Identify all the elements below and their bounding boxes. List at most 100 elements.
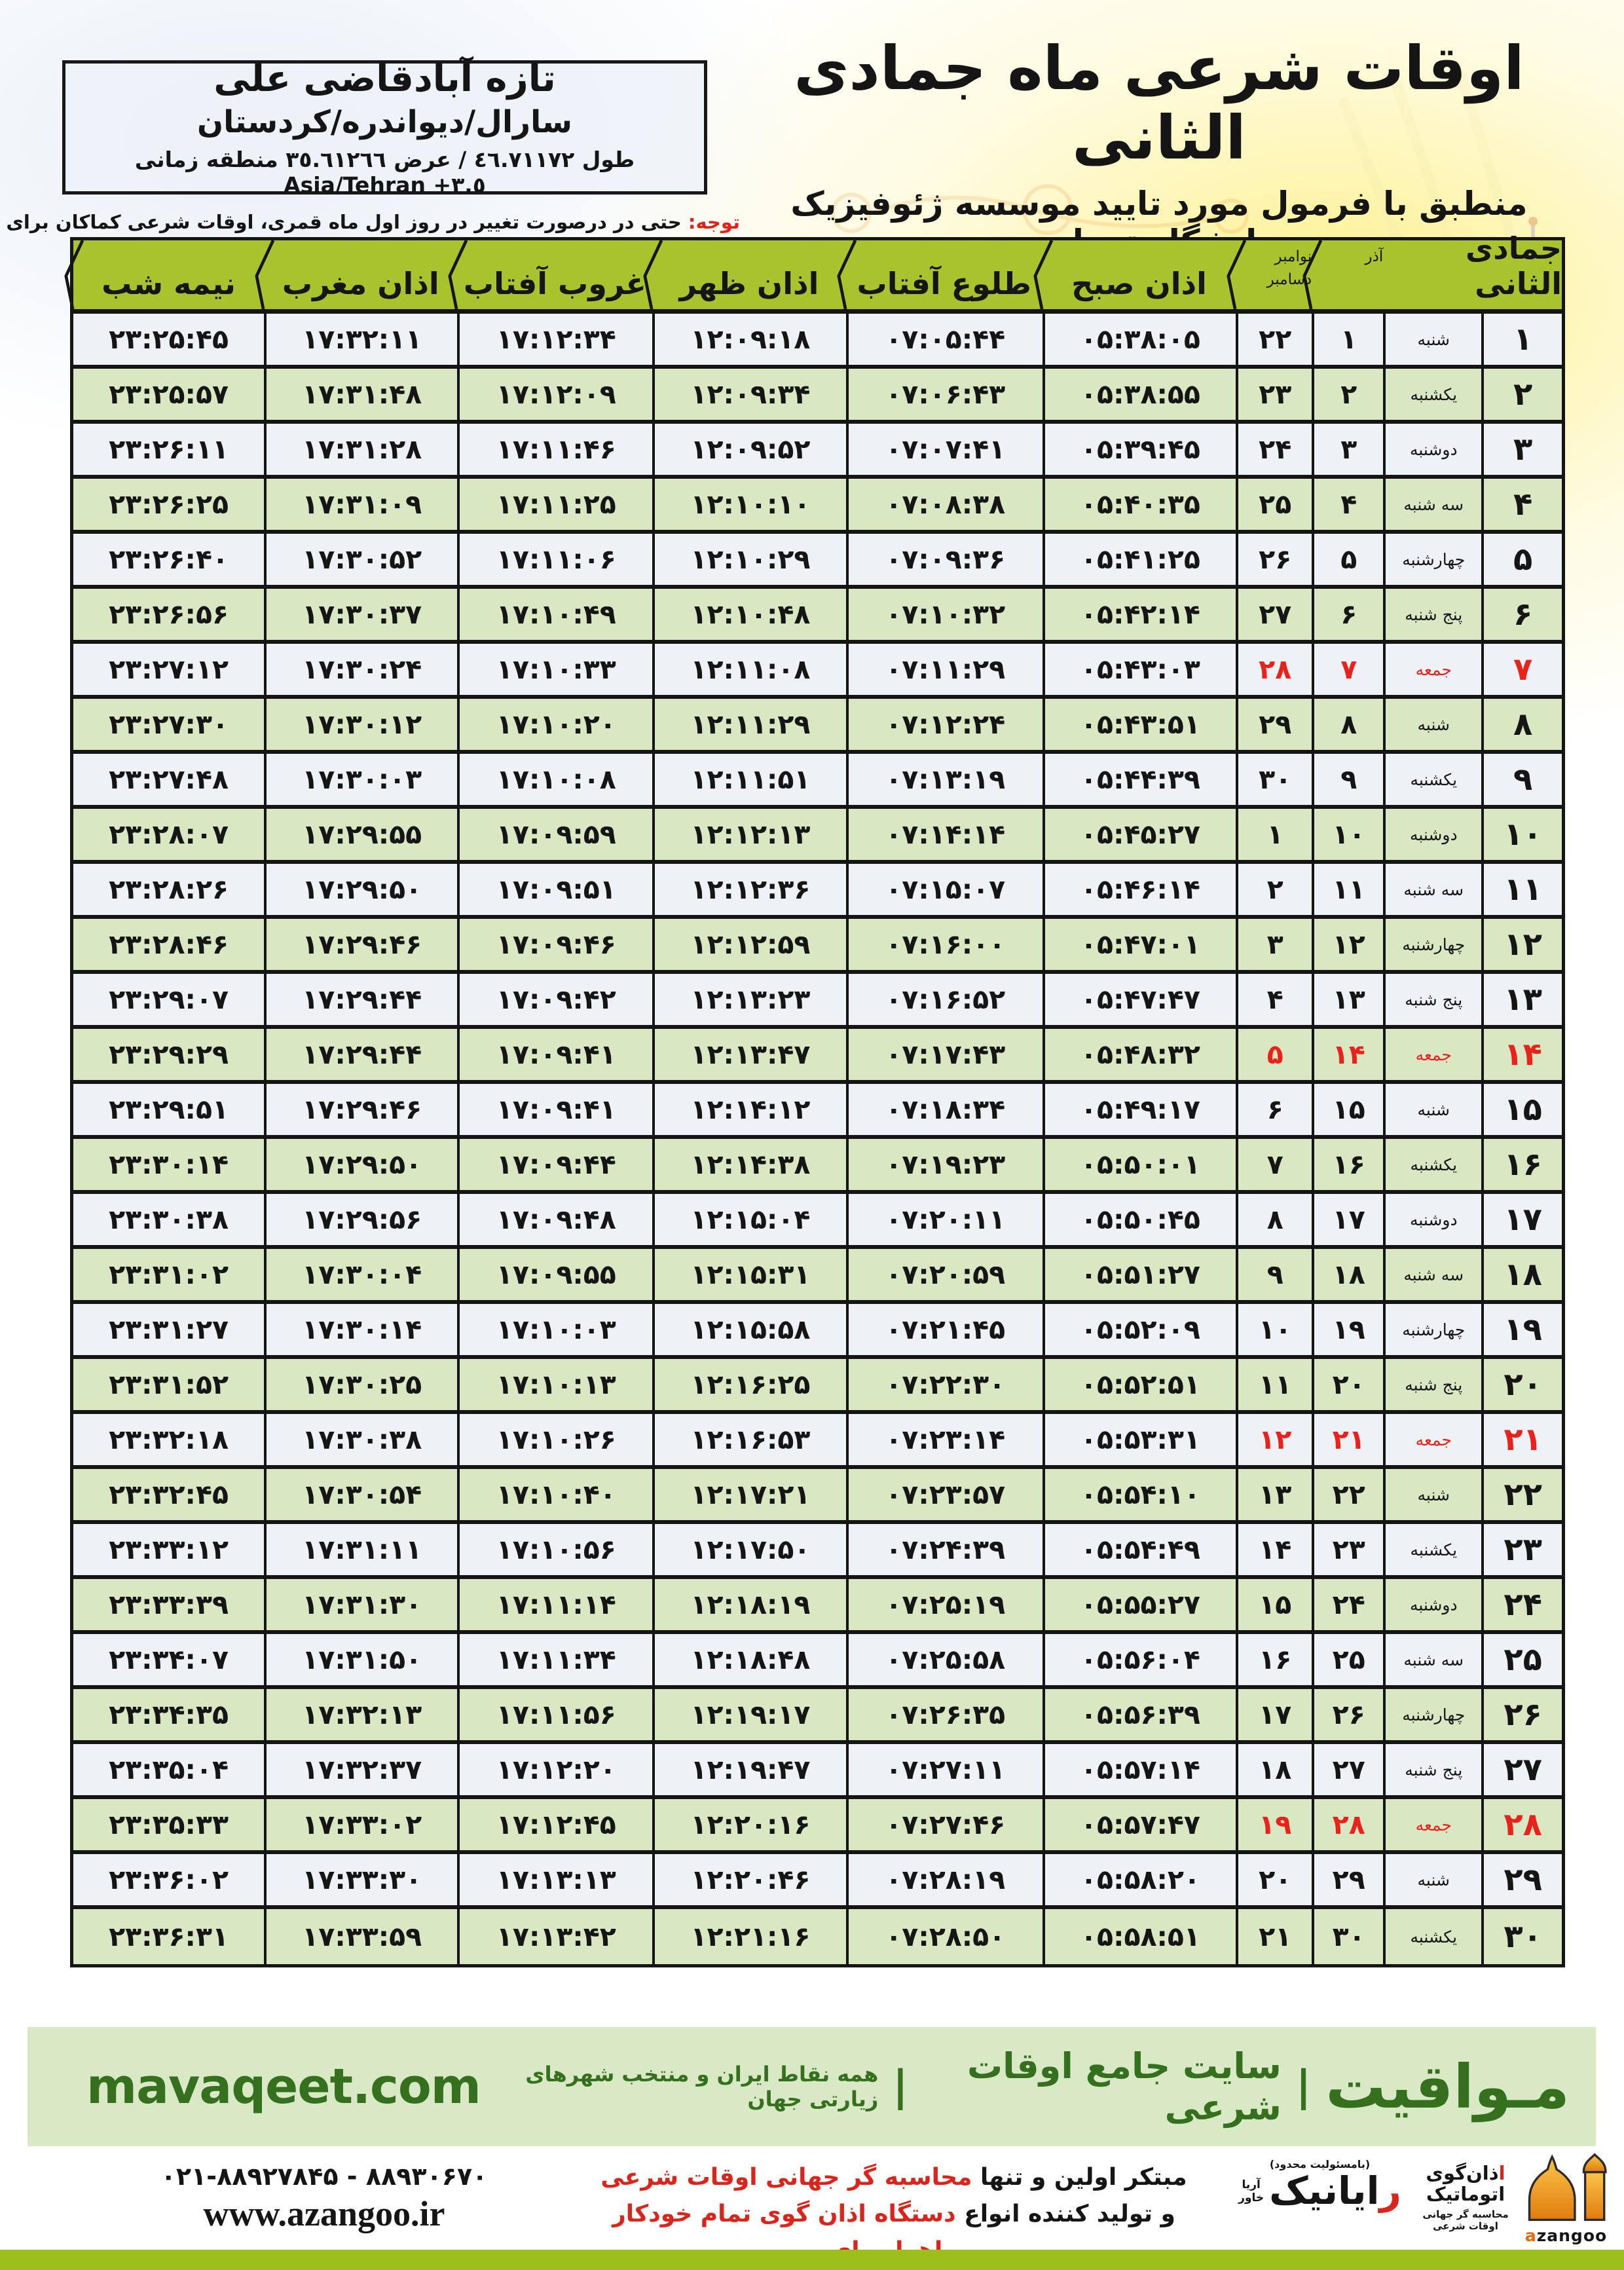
fajr-time-cell: ۰۵:۵۴:۱۰ (1042, 1469, 1236, 1520)
midnight-time-cell: ۲۳:۳۵:۰۴ (109, 1754, 229, 1785)
sunset-time-cell: ۱۷:۱۰:۰۳ (457, 1304, 652, 1355)
azar-day-cell: ۲۶ (1312, 1689, 1383, 1740)
sunrise-time-cell: ۰۷:۱۴:۱۴ (845, 809, 1043, 860)
sunset-time-cell: ۱۷:۰۹:۴۸ (457, 1194, 652, 1245)
maghrib-time-cell: ۱۷:۳۰:۲۵ (264, 1359, 457, 1410)
dhuhr-time-cell: ۱۲:۱۸:۴۸ (652, 1634, 845, 1685)
fajr-time-cell: ۰۵:۵۷:۱۴ (1042, 1744, 1236, 1795)
sunrise-label: طلوع آفتاب (857, 266, 1032, 301)
midnight-time-cell: ۲۳:۲۸:۲۶ (109, 874, 229, 905)
dhuhr-time-cell: ۱۲:۱۴:۱۲ (652, 1084, 845, 1135)
rayanik-name: رایانیک (1269, 2170, 1401, 2212)
day-number-cell: ۱۷ (1481, 1194, 1562, 1245)
table-body: ۱ شنبه ۱ ۲۲ ۰۵:۳۸:۰۵ ۰۷:۰۵:۴۴ ۱۲:۰۹:۱۸ ۱… (73, 314, 1562, 1964)
sunset-time-cell: ۱۷:۱۱:۱۴ (457, 1579, 652, 1630)
sunset-time-cell: ۱۷:۱۰:۴۰ (457, 1469, 652, 1520)
azar-day-cell: ۲ (1312, 369, 1383, 420)
table-row: ۲۳ یکشنبه ۲۳ ۱۴ ۰۵:۵۴:۴۹ ۰۷:۲۴:۳۹ ۱۲:۱۷:… (73, 1524, 1562, 1579)
rayanik-name-rest: ایانیک (1269, 2168, 1380, 2213)
gregorian-day-cell: ۲۶ (1236, 534, 1312, 585)
gregorian-day-cell: ۲ (1236, 864, 1312, 915)
midnight-label: نیمه شب (101, 266, 236, 301)
midnight-time-cell: ۲۳:۳۳:۱۲ (109, 1534, 229, 1565)
azangoo-persian-tagline: محاسبه گر جهانی اوقات شرعی (1422, 2208, 1509, 2233)
maghrib-time-cell: ۱۷:۳۱:۵۰ (264, 1634, 457, 1685)
fajr-time-cell: ۰۵:۵۲:۰۹ (1042, 1304, 1236, 1355)
table-row: ۲۲ شنبه ۲۲ ۱۳ ۰۵:۵۴:۱۰ ۰۷:۲۳:۵۷ ۱۲:۱۷:۲۱… (73, 1469, 1562, 1524)
weekday-cell: سه شنبه (1383, 1249, 1481, 1300)
day-number-cell: ۶ (1481, 589, 1562, 640)
fajr-time-cell: ۰۵:۵۰:۰۱ (1042, 1139, 1236, 1190)
maghrib-time-cell: ۱۷:۳۰:۳۷ (264, 589, 457, 640)
azar-day-cell: ۳۰ (1312, 1909, 1383, 1964)
table-row: ۱۸ سه شنبه ۱۸ ۹ ۰۵:۵۱:۲۷ ۰۷:۲۰:۵۹ ۱۲:۱۵:… (73, 1249, 1562, 1304)
dhuhr-time-cell: ۱۲:۲۰:۴۶ (652, 1854, 845, 1905)
sunset-time-cell: ۱۷:۰۹:۵۱ (457, 864, 652, 915)
dhuhr-time-cell: ۱۲:۰۹:۱۸ (652, 314, 845, 365)
day-number-cell: ۱۶ (1481, 1139, 1562, 1190)
midnight-time-cell: ۲۳:۳۳:۳۹ (109, 1589, 229, 1620)
fajr-time-cell: ۰۵:۴۵:۲۷ (1042, 809, 1236, 860)
maghrib-time-cell: ۱۷:۲۹:۴۶ (264, 919, 457, 970)
december-label: دسامبر (1266, 270, 1312, 288)
dhuhr-time-cell: ۱۲:۱۴:۳۸ (652, 1139, 845, 1190)
midnight-time-cell: ۲۳:۳۲:۴۵ (109, 1479, 229, 1510)
day-number-cell: ۱۵ (1481, 1084, 1562, 1135)
day-number-cell: ۲۴ (1481, 1579, 1562, 1630)
day-number-cell: ۱ (1481, 314, 1562, 365)
maghrib-time-cell: ۱۷:۲۹:۴۴ (264, 974, 457, 1025)
weekday-cell: دوشنبه (1383, 1579, 1481, 1630)
table-row: ۲۰ پنج شنبه ۲۰ ۱۱ ۰۵:۵۲:۵۱ ۰۷:۲۲:۳۰ ۱۲:۱… (73, 1359, 1562, 1414)
sunrise-time-cell: ۰۷:۲۲:۳۰ (845, 1359, 1043, 1410)
chevron-divider-icon (837, 240, 857, 309)
column-header-dhuhr: اذان ظهر (643, 240, 845, 309)
gregorian-day-cell: ۱۷ (1236, 1689, 1312, 1740)
table-row: ۱۴ جمعه ۱۴ ۵ ۰۵:۴۸:۳۲ ۰۷:۱۷:۴۳ ۱۲:۱۳:۴۷ … (73, 1029, 1562, 1084)
weekday-cell: چهارشنبه (1383, 534, 1481, 585)
maghrib-time-cell: ۱۷:۲۹:۵۰ (264, 864, 457, 915)
azar-day-cell: ۷ (1312, 644, 1383, 695)
day-number-cell: ۲۷ (1481, 1744, 1562, 1795)
sunrise-time-cell: ۰۷:۱۰:۳۲ (845, 589, 1043, 640)
table-row: ۱۰ دوشنبه ۱۰ ۱ ۰۵:۴۵:۲۷ ۰۷:۱۴:۱۴ ۱۲:۱۲:۱… (73, 809, 1562, 864)
weekday-cell: شنبه (1383, 699, 1481, 750)
notice-text: حتی در درصورت تغییر در روز اول ماه قمری،… (0, 211, 682, 233)
gregorian-day-cell: ۲۳ (1236, 369, 1312, 420)
dhuhr-time-cell: ۱۲:۱۵:۰۴ (652, 1194, 845, 1245)
day-number-cell: ۲۱ (1481, 1414, 1562, 1465)
fajr-time-cell: ۰۵:۵۶:۳۹ (1042, 1689, 1236, 1740)
rayanik-sub-khavar: خاور (1238, 2191, 1264, 2205)
footer-separator: | (893, 2062, 908, 2111)
table-row: ۲ یکشنبه ۲ ۲۳ ۰۵:۳۸:۵۵ ۰۷:۰۶:۴۳ ۱۲:۰۹:۳۴… (73, 369, 1562, 424)
fajr-time-cell: ۰۵:۵۸:۲۰ (1042, 1854, 1236, 1905)
notice-line: توجه: حتی در درصورت تغییر در روز اول ماه… (0, 211, 740, 233)
maghrib-time-cell: ۱۷:۲۹:۵۵ (264, 809, 457, 860)
sunrise-time-cell: ۰۷:۱۹:۲۳ (845, 1139, 1043, 1190)
azar-day-cell: ۱۷ (1312, 1194, 1383, 1245)
gregorian-day-cell: ۶ (1236, 1084, 1312, 1135)
day-number-cell: ۱۴ (1481, 1029, 1562, 1080)
sunrise-time-cell: ۰۷:۲۳:۵۷ (845, 1469, 1043, 1520)
azangoo-latin-a: a (1524, 2226, 1537, 2245)
azar-day-cell: ۱۸ (1312, 1249, 1383, 1300)
maghrib-time-cell: ۱۷:۳۰:۰۳ (264, 754, 457, 805)
phone-numbers: ۰۲۱-۸۸۹۲۷۸۴۵ - ۸۸۹۳۰۶۷۰ (160, 2162, 488, 2191)
weekday-cell: چهارشنبه (1383, 1689, 1481, 1740)
fajr-time-cell: ۰۵:۴۹:۱۷ (1042, 1084, 1236, 1135)
weekday-cell: سه شنبه (1383, 479, 1481, 530)
midnight-time-cell: ۲۳:۲۶:۴۰ (109, 544, 229, 575)
weekday-cell: یکشنبه (1383, 1139, 1481, 1190)
coverage-text: همه نقاط ایران و منتخب شهرهای زیارتی جها… (525, 2062, 879, 2112)
sunrise-time-cell: ۰۷:۱۷:۴۳ (845, 1029, 1043, 1080)
table-row: ۲۶ چهارشنبه ۲۶ ۱۷ ۰۵:۵۶:۳۹ ۰۷:۲۶:۳۵ ۱۲:۱… (73, 1689, 1562, 1744)
column-header-fajr: اذان صبح (1033, 240, 1236, 309)
azangoo-name-rest: ذان‌گوی اتوماتیک (1426, 2161, 1505, 2205)
azar-day-cell: ۲۴ (1312, 1579, 1383, 1630)
gregorian-day-cell: ۲۱ (1236, 1909, 1312, 1964)
column-header-maghrib: اذان مغرب (255, 240, 457, 309)
fajr-time-cell: ۰۵:۵۴:۴۹ (1042, 1524, 1236, 1575)
azangoo-website: www.azangoo.ir (203, 2194, 445, 2233)
midnight-time-cell: ۲۳:۳۶:۰۲ (109, 1864, 229, 1895)
mavaqeet-footer-band: مـواقیت | سایت جامع اوقات شرعی | همه نقا… (28, 2027, 1596, 2146)
midnight-time-cell: ۲۳:۲۵:۴۵ (109, 324, 229, 355)
